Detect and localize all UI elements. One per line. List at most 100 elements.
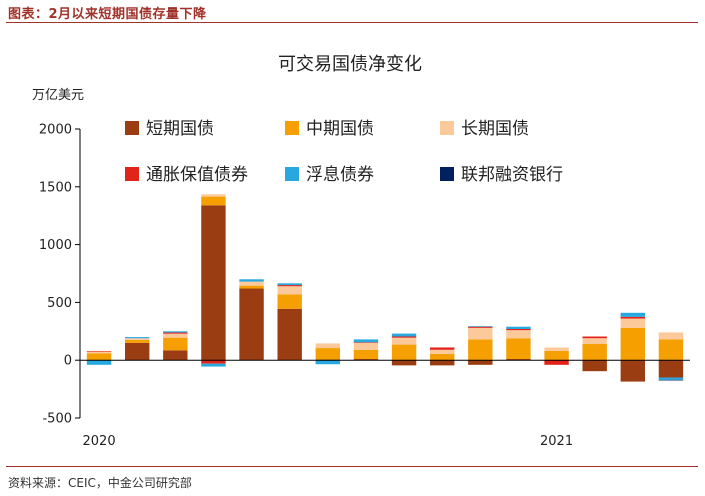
bar-segment	[429, 360, 455, 366]
bar-segment	[353, 359, 379, 361]
top-divider	[6, 22, 698, 23]
bar-segment	[544, 360, 569, 365]
bar-segment	[620, 327, 646, 361]
bar-segment	[468, 326, 493, 328]
bar-segment	[391, 333, 417, 337]
bar-segment	[506, 328, 531, 331]
bar-segment	[163, 332, 188, 334]
bar-segment	[201, 363, 226, 367]
bar-segment	[468, 339, 493, 361]
bar-segment	[506, 330, 531, 339]
bar-segment	[658, 377, 684, 380]
bar-segment	[582, 338, 607, 345]
legend-label: 长期国债	[461, 119, 529, 139]
legend-label: 通胀保值债券	[146, 165, 248, 185]
legend-swatch	[285, 167, 299, 181]
legend-swatch	[125, 167, 139, 181]
legend-swatch	[125, 121, 139, 135]
bar-segment	[86, 351, 112, 354]
y-tick-label: 1000	[39, 238, 72, 253]
bar-segment	[429, 349, 455, 354]
y-tick-label: -500	[42, 412, 72, 427]
figure-title: 图表：2月以来短期国债存量下降	[8, 7, 207, 22]
legend-swatch	[440, 121, 454, 135]
x-year-label: 2021	[540, 434, 573, 449]
legend-swatch	[440, 167, 454, 181]
bar-segment	[544, 347, 569, 351]
bar-segment	[582, 336, 607, 339]
y-tick-label: 2000	[39, 123, 72, 138]
bar-segment	[391, 360, 417, 366]
bar-segment	[353, 342, 379, 350]
bar-segment	[353, 342, 379, 343]
chart-title: 可交易国债净变化	[278, 54, 422, 75]
bar-segment	[658, 360, 684, 378]
legend-swatch	[285, 121, 299, 135]
bar-segment	[124, 339, 150, 343]
bar-segment	[124, 338, 150, 340]
bar-segment	[201, 196, 226, 206]
x-year-label: 2020	[83, 434, 116, 449]
bar-segment	[468, 326, 493, 327]
bar-segment	[163, 333, 188, 338]
bar-segment	[620, 316, 646, 319]
y-axis: 2000 1500 1000 500 0 -500	[39, 123, 81, 427]
legend-label: 联邦融资银行	[461, 165, 563, 185]
bar-segment	[658, 332, 684, 340]
bar-segment	[239, 279, 264, 282]
bars	[86, 194, 684, 382]
bar-segment	[201, 194, 226, 197]
bottom-divider	[6, 466, 698, 467]
source-note: 资料来源：CEIC，中金公司研究部	[8, 476, 192, 490]
y-tick-label: 1500	[39, 180, 72, 195]
bar-segment	[124, 342, 150, 361]
bar-segment	[315, 348, 341, 360]
bar-segment	[277, 283, 302, 286]
bar-segment	[239, 285, 264, 289]
bar-segment	[201, 360, 226, 364]
legend-label: 短期国债	[146, 119, 214, 139]
bar-segment	[315, 343, 341, 349]
bar-segment	[315, 360, 341, 365]
legend-label: 浮息债券	[306, 165, 374, 185]
bar-segment	[353, 339, 379, 343]
bar-segment	[391, 344, 417, 361]
bar-segment	[239, 288, 264, 361]
bar-segment	[468, 360, 493, 365]
bar-segment	[582, 344, 607, 361]
bar-segment	[620, 360, 646, 382]
bar-segment	[544, 350, 569, 361]
bar-segment	[658, 379, 684, 381]
bar-segment	[163, 337, 188, 351]
bar-segment	[620, 318, 646, 328]
y-tick-label: 0	[64, 354, 72, 369]
bar-segment	[353, 349, 379, 360]
bar-segment	[429, 347, 455, 350]
bar-segment	[468, 327, 493, 340]
bar-segment	[163, 350, 188, 361]
bar-segment	[658, 339, 684, 361]
y-tick-label: 500	[47, 296, 72, 311]
bar-segment	[506, 359, 531, 361]
bar-segment	[239, 281, 264, 286]
bar-segment	[86, 360, 112, 365]
bar-segment	[277, 286, 302, 295]
bar-segment	[86, 350, 112, 352]
bar-segment	[506, 338, 531, 360]
bar-segment	[201, 205, 226, 361]
bar-segment	[277, 308, 302, 361]
x-axis: 2020 2021	[80, 359, 690, 449]
bar-segment	[391, 337, 417, 345]
bar-segment	[86, 353, 112, 361]
bar-segment	[163, 331, 188, 333]
bar-segment	[506, 326, 531, 329]
y-axis-unit: 万亿美元	[32, 88, 84, 103]
bar-segment	[582, 360, 607, 372]
bar-segment	[391, 336, 417, 338]
bar-segment	[277, 285, 302, 287]
bar-segment	[429, 353, 455, 361]
bar-segment	[620, 312, 646, 317]
bar-segment	[124, 337, 150, 339]
